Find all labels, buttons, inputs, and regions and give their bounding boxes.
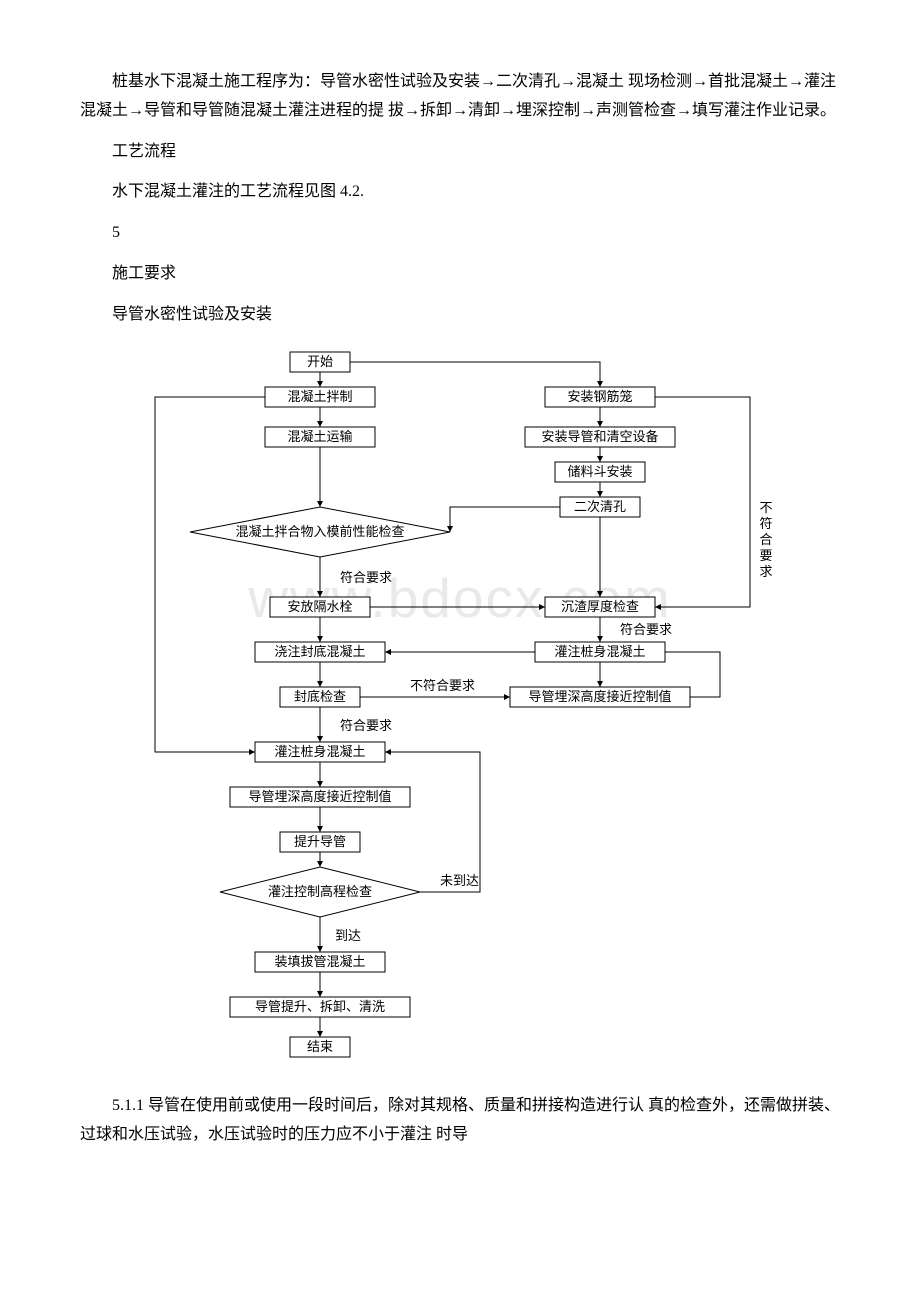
flow-node-label: 二次清孔 xyxy=(574,499,626,514)
flow-edge-label: 到达 xyxy=(335,928,361,943)
flow-node-label: 安装钢筋笼 xyxy=(567,389,632,404)
flow-node-label: 开始 xyxy=(307,354,333,369)
flow-node-label: 灌注桩身混凝土 xyxy=(554,644,645,659)
flow-node-label: 浇注封底混凝土 xyxy=(274,644,365,659)
flow-edge xyxy=(450,507,560,532)
flow-edge xyxy=(385,752,480,892)
flowchart-wrapper: www.bdocx.com符合要求符合要求符合要求不符合要求到达未到达开始混凝土… xyxy=(80,342,840,1073)
heading-requirements: 施工要求 xyxy=(80,260,840,289)
flow-node-label: 灌注控制高程检查 xyxy=(268,884,372,899)
side-label-char: 要 xyxy=(759,548,772,563)
side-label-char: 不 xyxy=(759,500,772,515)
flow-node-label: 沉渣厚度检查 xyxy=(561,599,639,614)
flow-node-label: 提升导管 xyxy=(294,834,346,849)
flow-node-label: 导管埋深高度接近控制值 xyxy=(248,789,391,804)
side-label-char: 符 xyxy=(759,516,772,531)
para-figref: 水下混凝土灌注的工艺流程见图 4.2. xyxy=(80,178,840,207)
flow-edge-label: 符合要求 xyxy=(340,718,392,733)
flow-node-label: 储料斗安装 xyxy=(567,464,632,479)
side-label-char: 求 xyxy=(759,564,772,579)
heading-watertight: 导管水密性试验及安装 xyxy=(80,301,840,330)
para-num5: 5 xyxy=(80,219,840,248)
flow-node-label: 混凝土拌合物入模前性能检查 xyxy=(235,524,404,539)
side-label-char: 合 xyxy=(759,532,772,547)
flow-edge-label: 符合要求 xyxy=(620,622,672,637)
flow-node-label: 安放隔水栓 xyxy=(287,599,352,614)
flow-node-label: 导管埋深高度接近控制值 xyxy=(528,689,671,704)
flow-node-label: 结束 xyxy=(307,1039,333,1054)
flow-node-label: 灌注桩身混凝土 xyxy=(274,744,365,759)
flow-node-label: 装填拔管混凝土 xyxy=(274,954,365,969)
para-procedure: 桩基水下混凝土施工程序为：导管水密性试验及安装→二次清孔→混凝土 现场检测→首批… xyxy=(80,68,840,126)
flow-node-label: 导管提升、拆卸、清洗 xyxy=(255,999,385,1014)
flow-edge-label: 未到达 xyxy=(440,873,479,888)
heading-process: 工艺流程 xyxy=(80,138,840,167)
flow-edge xyxy=(350,362,600,387)
flow-node-label: 混凝土拌制 xyxy=(287,389,352,404)
flow-node-label: 混凝土运输 xyxy=(287,429,352,444)
flow-node-label: 安装导管和清空设备 xyxy=(541,429,658,444)
flowchart: www.bdocx.com符合要求符合要求符合要求不符合要求到达未到达开始混凝土… xyxy=(130,342,790,1062)
para-511: 5.1.1 导管在使用前或使用一段时间后，除对其规格、质量和拼接构造进行认 真的… xyxy=(80,1092,840,1150)
flow-node-label: 封底检查 xyxy=(294,689,346,704)
flow-edge-label: 不符合要求 xyxy=(410,678,475,693)
flow-edge-label: 符合要求 xyxy=(340,570,392,585)
